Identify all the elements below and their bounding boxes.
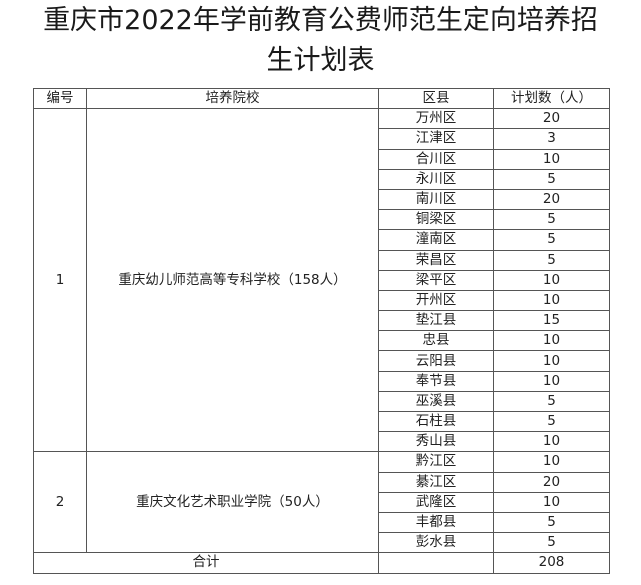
total-label: 合计 [33,552,379,574]
district: 垫江县 [378,310,494,332]
quota: 10 [493,289,610,312]
quota: 5 [493,511,610,534]
district: 巫溪县 [378,390,494,413]
quota: 20 [493,108,610,130]
quota: 5 [493,410,610,433]
table-row: 1 重庆幼儿师范高等专科学校（158人） 万州区 20 [33,108,610,453]
table-row: 开州区 10 [34,289,610,312]
quota: 10 [493,350,610,372]
table-row: 2 重庆文化艺术职业学院（50人） 黔江区 10 [33,451,610,554]
quota: 10 [493,330,610,352]
district: 秀山县 [378,431,494,453]
quota: 10 [493,491,610,513]
page-title-line2: 生计划表 [266,45,375,76]
quota: 20 [493,188,610,211]
plan-table: 编号 培养院校 区县 计划数（人） 1 重庆幼儿师范高等专科学校（158人） 万州区… [33,87,610,574]
total-empty [378,552,494,574]
total-value: 208 [493,552,610,574]
quota: 5 [493,390,610,413]
quota: 10 [493,370,610,392]
district: 南川区 [378,188,494,211]
district: 合川区 [378,148,494,170]
district: 奉节县 [378,370,494,392]
total-row: 合计 208 [33,552,610,574]
district: 石柱县 [378,410,494,433]
district: 忠县 [378,330,494,352]
quota: 5 [493,532,610,554]
district: 荣昌区 [378,249,494,271]
district: 潼南区 [378,229,494,251]
quota: 3 [493,128,610,150]
quota: 5 [493,249,610,271]
quota: 15 [493,310,610,332]
quota: 10 [493,148,610,170]
header-district: 区县 [378,87,494,110]
header-quota: 计划数（人） [493,87,610,110]
district: 开州区 [378,289,494,312]
district: 丰都县 [378,511,494,534]
table-row: 潼南区 5 [34,229,610,251]
school-name: 重庆幼儿师范高等专科学校（158人） [86,108,379,453]
table-row: 巫溪县 5 [34,390,610,413]
table-row: 武隆区 10 [34,491,610,513]
district: 江津区 [378,128,494,150]
district: 武隆区 [378,491,494,513]
table-row: 奉节县 10 [34,370,610,392]
table-row: 铜梁区 5 [34,209,610,231]
header-number: 编号 [33,87,87,110]
quota: 20 [493,471,610,493]
school-number: 1 [33,108,87,453]
quota: 5 [493,168,610,190]
school-number: 2 [33,451,87,554]
table-row: 垫江县 15 [34,310,610,332]
school-name: 重庆文化艺术职业学院（50人） [86,451,379,554]
quota: 5 [493,209,610,231]
district: 云阳县 [378,350,494,372]
quota: 10 [493,451,610,473]
district: 梁平区 [378,269,494,291]
table-row: 云阳县 10 [34,350,610,372]
district: 铜梁区 [378,209,494,231]
header-row: 编号 培养院校 区县 计划数（人） [33,87,610,110]
header-school: 培养院校 [86,87,379,110]
page-title: 重庆市2022年学前教育公费师范生定向培养招 [43,5,598,36]
district: 彭水县 [378,532,494,554]
district: 黔江区 [378,451,494,473]
quota: 5 [493,229,610,251]
quota: 10 [493,269,610,291]
district: 永川区 [378,168,494,190]
district: 万州区 [378,108,494,130]
district: 綦江区 [378,471,494,493]
table-row: 彭水县 5 [34,532,610,554]
quota: 10 [493,431,610,453]
table-row: 丰都县 5 [34,511,610,534]
